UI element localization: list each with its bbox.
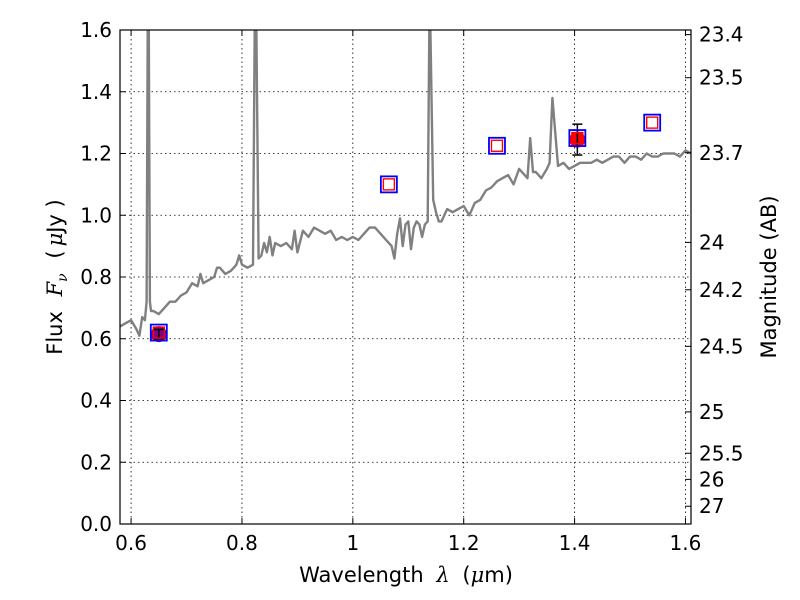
y-tick-label: 0.0 (80, 512, 112, 536)
x-axis-label-prefix: Wavelength (299, 563, 424, 587)
x-axis-label-mu: μ (471, 563, 485, 587)
model-point-outer (149, 323, 168, 342)
x-tick-label: 1.2 (448, 531, 480, 555)
mag-tick-label: 24.5 (699, 334, 744, 358)
model-point-outer (379, 175, 398, 194)
model-point-inner (490, 139, 504, 152)
y-tick-label: 0.2 (80, 450, 112, 474)
model-point-outer (643, 113, 662, 132)
x-axis-label-unit: m) (484, 563, 513, 587)
model-point-inner (645, 116, 659, 129)
model-point-inner (152, 326, 166, 339)
x-axis-label-open: ( (462, 563, 470, 587)
series-layer (120, 30, 691, 337)
y-axis-label-sub: ν (55, 273, 71, 282)
y2-axis-label: Magnitude (AB) (757, 195, 781, 358)
y-tick-label: 0.8 (80, 265, 112, 289)
x-tick-label: 1 (346, 531, 359, 555)
x-tick-label: 1.6 (670, 531, 702, 555)
points-layer (149, 113, 662, 343)
mag-tick-label: 23.7 (699, 141, 744, 165)
mag-tick-label: 25 (699, 400, 724, 424)
ticks: 0.6 0.8 1 1.2 1.4 1.6 0.0 0.2 0.4 0.6 0.8 1.0 1.2 1.4… (80, 18, 743, 555)
x-tick-label: 0.8 (226, 531, 258, 555)
y-axis-label-unit: Jy ) (43, 199, 67, 235)
y-axis-label-open: ( (43, 250, 67, 258)
y-tick-label: 1.6 (80, 18, 112, 42)
x-axis-label-symbol: λ (435, 563, 449, 587)
mag-tick-label: 23.5 (699, 66, 744, 90)
mag-tick-label: 27 (699, 494, 724, 518)
mag-tick-label: 25.5 (699, 441, 744, 465)
y-tick-label: 1.2 (80, 142, 112, 166)
mag-tick-label: 26 (699, 467, 724, 491)
mag-tick-label: 23.4 (699, 23, 744, 47)
y-axis-label: Flux Fν ( μJy ) (43, 199, 72, 354)
x-tick-label: 0.6 (115, 531, 147, 555)
y-axis-label-symbol: F (43, 280, 67, 297)
model-point-inner (382, 178, 396, 191)
mag-tick-label: 24.2 (699, 278, 744, 302)
y-tick-label: 0.6 (80, 327, 112, 351)
mag-tick-label: 24 (699, 230, 724, 254)
model-point-inner (571, 131, 584, 145)
y-axis-label-prefix: Flux (43, 311, 67, 355)
model-point-outer (568, 129, 587, 147)
y-tick-label: 1.0 (80, 203, 112, 227)
y-tick-label: 1.4 (80, 80, 112, 104)
x-axis-label: Wavelength λ (μm) (299, 563, 513, 587)
model-point-outer (488, 136, 506, 155)
y-axis-label-mu: μ (43, 233, 67, 247)
spectrum-line (120, 30, 691, 337)
grid-lines (120, 30, 691, 524)
y-tick-label: 0.4 (80, 389, 112, 413)
x-tick-label: 1.4 (559, 531, 591, 555)
